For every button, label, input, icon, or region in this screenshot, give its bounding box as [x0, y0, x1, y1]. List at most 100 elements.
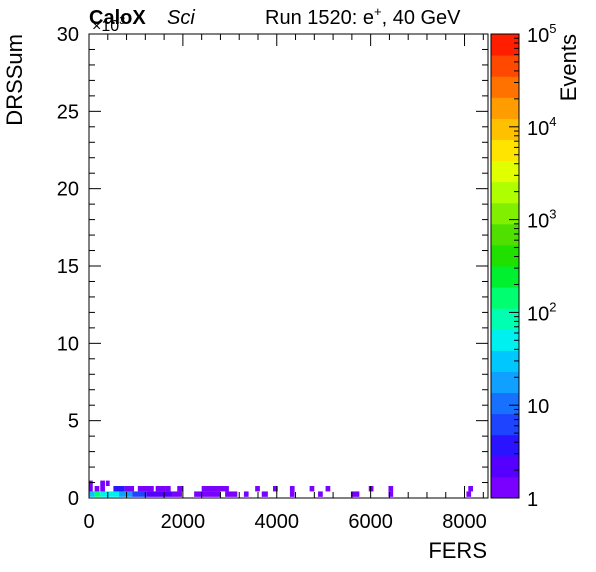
y-tick-label: 30 — [57, 24, 79, 46]
z-tick-label: 104 — [527, 114, 556, 140]
z-tick-label: 1 — [527, 489, 538, 511]
z-tick-base: 10 — [527, 118, 549, 140]
z-tick-label: 102 — [527, 299, 556, 325]
heatmap-bin — [124, 486, 135, 492]
y-tick-label: 25 — [57, 101, 79, 123]
color-scale-swatch — [491, 97, 519, 119]
z-axis-title: Events — [556, 34, 581, 101]
x-tick-label: 2000 — [161, 511, 206, 533]
heatmap-bin — [261, 491, 268, 497]
color-scale-swatch — [491, 160, 519, 183]
heatmap-bin — [201, 486, 229, 492]
color-scale-swatch — [491, 223, 519, 246]
z-tick-label: 10 — [527, 396, 549, 418]
color-scale-swatch — [491, 350, 519, 372]
y-tick-label: 10 — [57, 333, 79, 355]
z-tick-exp: 2 — [549, 299, 556, 314]
heatmap-bins — [89, 480, 473, 497]
z-tick-exp: 3 — [549, 207, 556, 222]
y-axis-title: DRSSum — [2, 34, 27, 126]
y-tick-label: 15 — [57, 256, 79, 278]
color-scale-swatch — [491, 308, 519, 330]
color-scale-swatch — [491, 476, 519, 499]
color-scale-swatch — [491, 118, 519, 140]
z-tick-exp: 4 — [549, 114, 556, 129]
heatmap-bin — [94, 491, 101, 497]
heatmap-bin — [146, 491, 173, 497]
heatmap-bin — [100, 480, 105, 487]
y-tick-label: 5 — [68, 411, 79, 433]
heatmap-bin — [113, 486, 125, 492]
heatmap-bin — [325, 486, 331, 492]
heatmap-bin — [468, 486, 473, 492]
z-tick-exp: 5 — [549, 21, 556, 36]
color-scale-swatch — [491, 34, 519, 56]
color-scale-swatch — [491, 244, 519, 267]
brand-label: CaloX — [89, 7, 146, 29]
color-scale-palette — [491, 34, 519, 499]
heatmap-bin — [309, 486, 315, 492]
heatmap-bin — [289, 486, 295, 492]
color-scale-swatch — [491, 139, 519, 162]
heatmap-bin — [243, 491, 249, 497]
tag-label: Sci — [167, 7, 195, 29]
heatmap-bin — [105, 480, 110, 487]
heatmap-bin — [165, 486, 171, 492]
heatmap-bin — [137, 486, 154, 492]
heatmap-bin — [350, 491, 360, 497]
heatmap-bin — [119, 491, 133, 497]
x-axis-title: FERS — [428, 538, 487, 563]
z-tick-base: 10 — [527, 303, 549, 325]
y-axis-ticks: 0 5 10 15 20 25 30 — [57, 24, 488, 510]
heatmap-bin — [388, 491, 394, 497]
color-scale-swatch — [491, 392, 519, 415]
z-tick-base: 10 — [527, 396, 549, 418]
z-tick-base: 10 — [527, 25, 549, 47]
run-info-label: Run 1520: e+, 40 GeV — [265, 4, 461, 29]
color-scale-swatch — [491, 266, 519, 288]
z-tick-base: 10 — [527, 211, 549, 233]
run-info-sup: + — [374, 4, 382, 19]
color-scale-swatch — [491, 455, 519, 478]
heatmap-bin — [89, 480, 93, 487]
heatmap-bin — [89, 491, 95, 497]
x-tick-label: 4000 — [255, 511, 300, 533]
heatmap-bin — [255, 486, 260, 492]
x-axis-ticks: 0 2000 4000 6000 8000 — [83, 34, 487, 533]
y-multiplier-base: ×10 — [92, 18, 119, 35]
heatmap-bin — [94, 486, 100, 492]
heatmap-bin — [105, 491, 120, 497]
heatmap-bin — [289, 491, 295, 497]
x-tick-label: 0 — [83, 511, 94, 533]
x-tick-label: 6000 — [348, 511, 393, 533]
heatmap-bin — [155, 486, 166, 492]
plot-frame-group: 0 2000 4000 6000 8000 0 5 10 15 20 25 30 — [57, 24, 489, 533]
heatmap-bin — [132, 491, 147, 497]
heatmap-bin — [388, 486, 394, 492]
z-tick-label: 105 — [527, 21, 556, 47]
heatmap-bin — [100, 486, 105, 492]
heatmap-bin — [172, 491, 182, 497]
x-tick-label: 8000 — [442, 511, 487, 533]
plot-area — [89, 34, 488, 498]
color-scale-swatch — [491, 287, 519, 309]
run-info-text: Run 1520: e — [265, 7, 374, 29]
z-tick-base: 1 — [527, 489, 538, 511]
color-scale-swatch — [491, 434, 519, 457]
heatmap-bin — [194, 491, 221, 497]
heatmap-bin — [273, 486, 278, 492]
color-scale-swatch — [491, 76, 519, 98]
y-multiplier-label: ×103 — [92, 15, 125, 35]
color-scale-swatch — [491, 329, 519, 351]
heatmap-bin — [100, 491, 106, 497]
heatmap-bin — [225, 491, 238, 497]
color-scale-swatch — [491, 202, 519, 225]
heatmap-bin — [318, 491, 323, 497]
heatmap-bin — [466, 491, 472, 497]
y-multiplier-exp: 3 — [119, 15, 125, 27]
y-tick-label: 20 — [57, 179, 79, 201]
y-tick-label: 0 — [68, 488, 79, 510]
